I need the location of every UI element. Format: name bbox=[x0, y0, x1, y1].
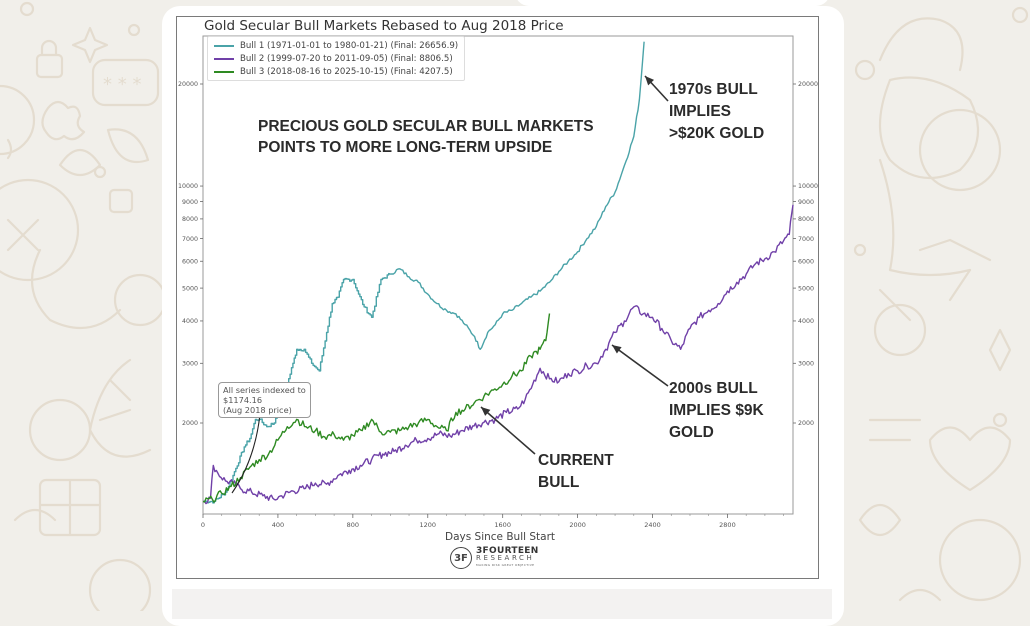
x-tick-label: 2400 bbox=[644, 521, 661, 529]
source-logo: 3F 3FOURTEEN RESEARCH MAKING RISK GREAT … bbox=[450, 545, 539, 569]
y-tick-label-right: 20000 bbox=[798, 81, 818, 88]
y-tick-label-left: 3000 bbox=[182, 361, 198, 368]
callout-current-line-2: BULL bbox=[538, 474, 580, 491]
y-tick-label-left: 5000 bbox=[182, 285, 198, 292]
y-tick-label-right: 5000 bbox=[798, 285, 814, 292]
logo-name: 3FOURTEEN bbox=[476, 545, 539, 556]
callout-2000s-line-3: GOLD bbox=[669, 424, 714, 441]
y-tick-label-right: 2000 bbox=[798, 420, 814, 427]
series-line-bull-3 bbox=[202, 313, 551, 503]
x-tick-label: 0 bbox=[201, 521, 205, 529]
note-line-2: $1174.16 bbox=[223, 395, 263, 405]
y-tick-label-left: 8000 bbox=[182, 216, 198, 223]
legend-swatch-bull-3 bbox=[214, 70, 234, 73]
heart-doodle bbox=[928, 426, 1012, 492]
chart-image-frame[interactable] bbox=[176, 16, 819, 579]
x-tick-label: 2800 bbox=[719, 521, 736, 529]
y-tick-label-left: 4000 bbox=[182, 318, 198, 325]
y-tick-label-right: 8000 bbox=[798, 216, 814, 223]
previous-message-bubble bbox=[515, 0, 830, 6]
x-axis-label: Days Since Bull Start bbox=[445, 531, 556, 543]
y-tick-label-right: 6000 bbox=[798, 258, 814, 265]
chart-plot: 0 400 800 1200 1600 2000 2400 2800 2000 3000 4000 5… bbox=[178, 35, 818, 529]
legend-label-bull-1: Bull 1 (1971-01-01 to 1980-01-21) (Final… bbox=[240, 40, 459, 51]
sparkle-doodle bbox=[71, 26, 109, 64]
series-line-bull-2 bbox=[202, 204, 794, 505]
arrow-current-bull-head bbox=[481, 407, 491, 416]
x-tick-label: 2000 bbox=[569, 521, 586, 529]
y-tick-label-left: 10000 bbox=[178, 183, 198, 190]
y-tick-label-right: 3000 bbox=[798, 361, 814, 368]
note-line-3: (Aug 2018 price) bbox=[223, 405, 292, 415]
legend-item-bull-1: Bull 1 (1971-01-01 to 1980-01-21) (Final… bbox=[214, 39, 458, 52]
y-tick-label-left: 7000 bbox=[182, 236, 198, 243]
arrow-current-bull bbox=[480, 406, 536, 455]
x-tick-label: 800 bbox=[347, 521, 359, 529]
headline-line-1: PRECIOUS GOLD SECULAR BULL MARKETS bbox=[258, 118, 594, 135]
callout-2000s-line-1: 2000s BULL bbox=[669, 380, 758, 397]
series-line-bull-1 bbox=[203, 41, 645, 504]
y-tick-label-right: 4000 bbox=[798, 318, 814, 325]
x-tick-label: 1600 bbox=[494, 521, 511, 529]
arrow-1970s-bull-head bbox=[645, 76, 655, 86]
arrow-2000s-bull bbox=[611, 344, 669, 387]
svg-text:* * *: * * * bbox=[103, 74, 141, 95]
headline-line-2: POINTS TO MORE LONG-TERM UPSIDE bbox=[258, 139, 553, 156]
logo-tagline: MAKING RISK GREAT OBJECTIVE bbox=[476, 562, 535, 567]
legend-item-bull-3: Bull 3 (2018-08-16 to 2025-10-15) (Final… bbox=[214, 65, 458, 78]
logo-subname: RESEARCH bbox=[476, 553, 535, 562]
chart-title: Gold Secular Bull Markets Rebased to Aug… bbox=[204, 18, 564, 34]
callout-current-line-1: CURRENT bbox=[538, 452, 614, 469]
x-tick-label: 400 bbox=[272, 521, 284, 529]
password-doodle bbox=[91, 58, 160, 107]
callout-1970s-line-3: >$20K GOLD bbox=[669, 125, 765, 142]
note-line-1: All series indexed to bbox=[223, 385, 306, 395]
index-note-box: All series indexed to $1174.16 (Aug 2018… bbox=[218, 382, 311, 418]
x-tick-label: 1200 bbox=[419, 521, 436, 529]
callout-2000s-line-2: IMPLIES $9K bbox=[669, 402, 764, 419]
y-tick-label-right: 9000 bbox=[798, 199, 814, 206]
lock-doodle bbox=[35, 53, 64, 79]
legend-label-bull-3: Bull 3 (2018-08-16 to 2025-10-15) (Final… bbox=[240, 66, 453, 77]
arrow-2000s-bull-head bbox=[612, 345, 622, 354]
y-tick-label-left: 9000 bbox=[182, 199, 198, 206]
message-caption-area bbox=[172, 589, 832, 619]
callout-1970s-line-1: 1970s BULL bbox=[669, 81, 758, 98]
callout-2000s-bull: 2000s BULL IMPLIES $9K GOLD bbox=[669, 378, 764, 444]
legend-item-bull-2: Bull 2 (1999-07-20 to 2011-09-05) (Final… bbox=[214, 52, 458, 65]
note-leader-line bbox=[231, 413, 261, 494]
callout-1970s-line-2: IMPLIES bbox=[669, 103, 732, 120]
y-tick-label-right: 7000 bbox=[798, 236, 814, 243]
callout-current-bull: CURRENT BULL bbox=[538, 450, 614, 494]
logo-mark-icon: 3F bbox=[450, 547, 472, 569]
y-tick-label-left: 20000 bbox=[178, 81, 198, 88]
callout-1970s-bull: 1970s BULL IMPLIES >$20K GOLD bbox=[669, 79, 764, 145]
y-tick-label-left: 2000 bbox=[182, 420, 198, 427]
chart-headline: PRECIOUS GOLD SECULAR BULL MARKETS POINT… bbox=[258, 116, 594, 158]
puzzle-doodle bbox=[41, 100, 86, 141]
legend-swatch-bull-1 bbox=[214, 44, 234, 47]
person-doodle bbox=[878, 76, 980, 180]
plot-area-frame bbox=[202, 35, 794, 515]
y-tick-label-left: 6000 bbox=[182, 258, 198, 265]
chart-legend: Bull 1 (1971-01-01 to 1980-01-21) (Final… bbox=[207, 36, 466, 81]
legend-label-bull-2: Bull 2 (1999-07-20 to 2011-09-05) (Final… bbox=[240, 53, 453, 64]
legend-swatch-bull-2 bbox=[214, 57, 234, 60]
y-tick-label-right: 10000 bbox=[798, 183, 818, 190]
